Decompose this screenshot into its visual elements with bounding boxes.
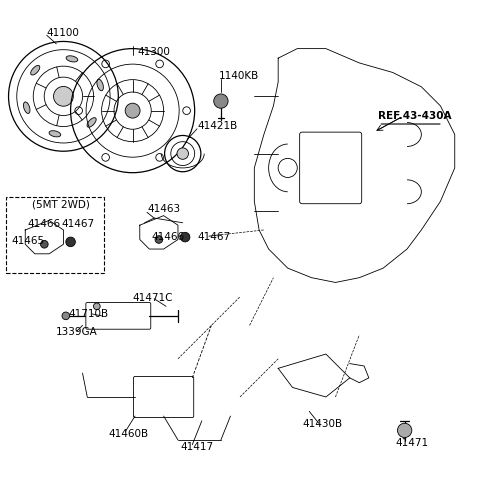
- Text: REF.43-430A: REF.43-430A: [378, 111, 452, 121]
- Text: 41466: 41466: [152, 231, 185, 241]
- Text: 41465: 41465: [12, 236, 45, 246]
- Circle shape: [62, 312, 70, 320]
- Circle shape: [180, 233, 190, 242]
- Bar: [6, 197, 104, 273]
- Text: 41471C: 41471C: [132, 292, 173, 302]
- Text: 41463: 41463: [147, 204, 180, 214]
- Text: 41467: 41467: [197, 231, 230, 241]
- Text: 41300: 41300: [137, 47, 170, 57]
- Circle shape: [66, 238, 75, 247]
- Text: 41100: 41100: [47, 28, 80, 38]
- Text: 41471: 41471: [395, 437, 428, 447]
- Ellipse shape: [87, 119, 96, 128]
- Circle shape: [54, 87, 73, 107]
- Text: 41430B: 41430B: [302, 419, 342, 428]
- Text: 41467: 41467: [61, 218, 94, 228]
- Circle shape: [94, 303, 100, 310]
- Text: 41460B: 41460B: [109, 428, 149, 438]
- Text: 41421B: 41421B: [197, 120, 237, 131]
- Ellipse shape: [49, 132, 61, 138]
- Ellipse shape: [31, 66, 40, 76]
- Circle shape: [125, 104, 140, 119]
- Text: (5MT 2WD): (5MT 2WD): [33, 199, 90, 209]
- Ellipse shape: [66, 57, 78, 63]
- Text: 1140KB: 1140KB: [218, 71, 259, 81]
- Text: 41710B: 41710B: [68, 309, 108, 319]
- Ellipse shape: [24, 103, 30, 114]
- Circle shape: [214, 95, 228, 109]
- Text: 41466: 41466: [28, 218, 61, 228]
- Text: 1339GA: 1339GA: [56, 326, 98, 336]
- Text: 41417: 41417: [180, 441, 214, 451]
- Circle shape: [397, 423, 412, 438]
- Circle shape: [40, 241, 48, 249]
- Ellipse shape: [97, 80, 103, 92]
- Circle shape: [155, 236, 163, 244]
- Circle shape: [177, 149, 189, 160]
